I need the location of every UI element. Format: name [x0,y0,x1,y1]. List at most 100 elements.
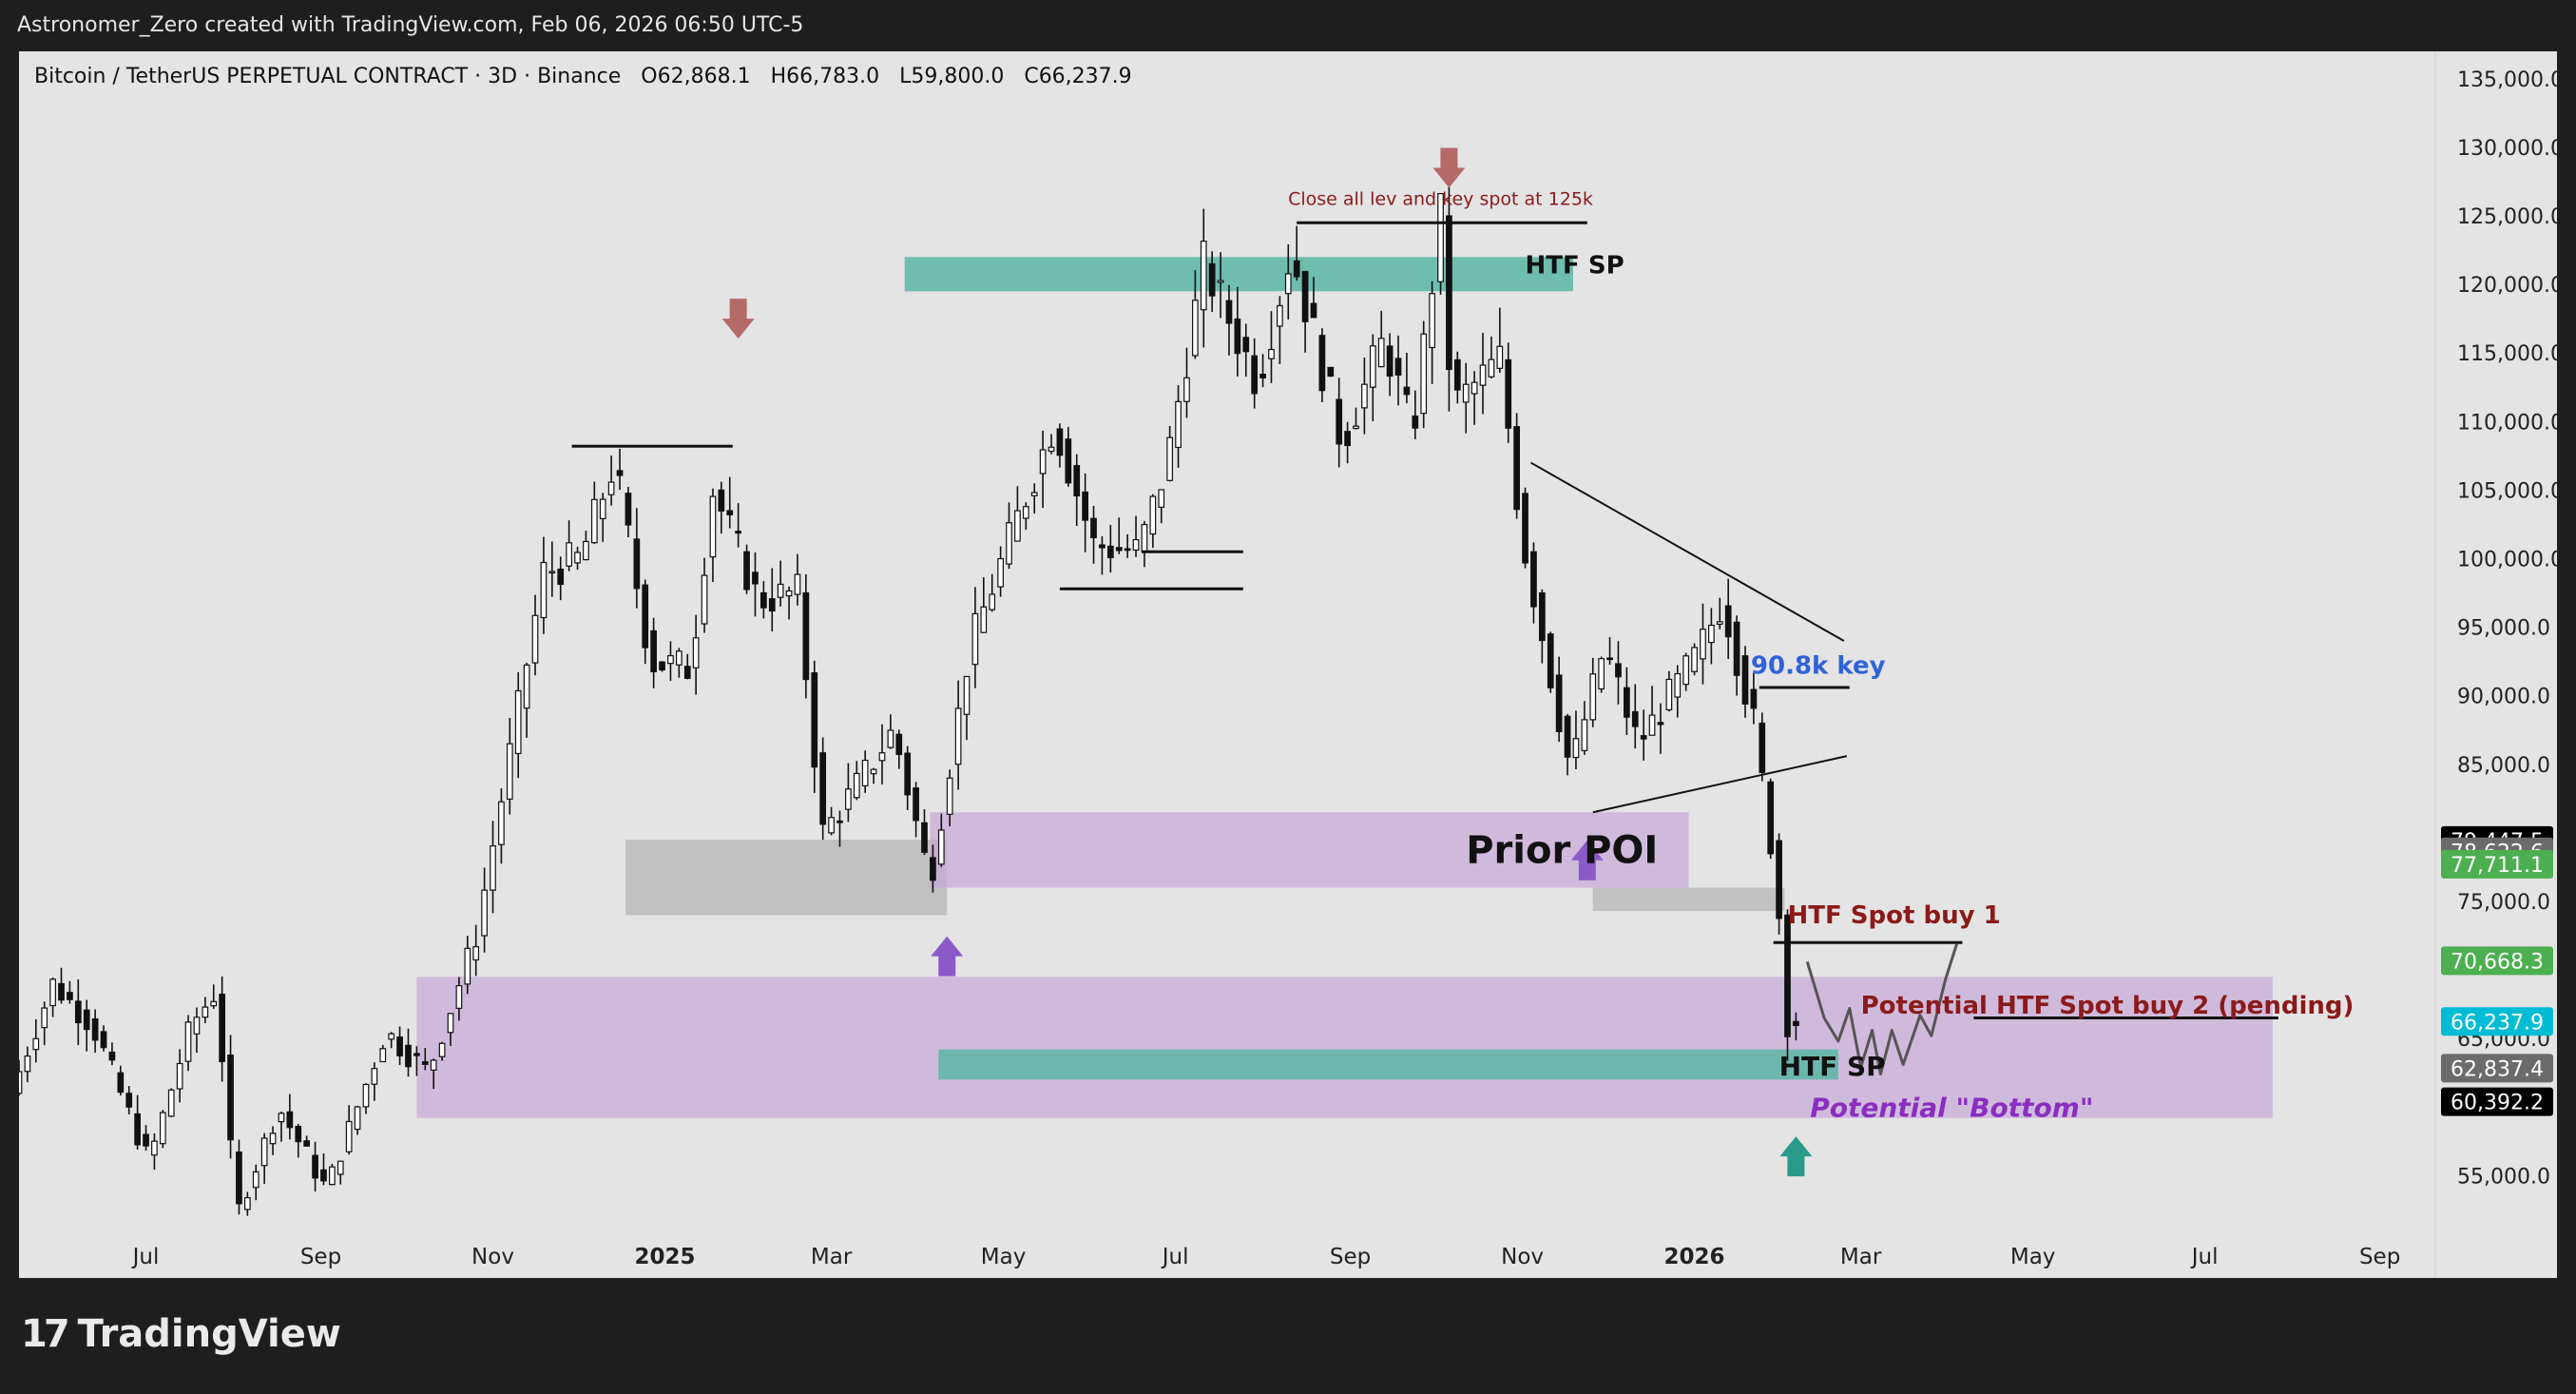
candle-body [1665,678,1673,711]
candle-body [108,1051,116,1061]
candle-body [167,1089,175,1117]
x-tick-label: 2025 [635,1245,696,1269]
candle-body [895,733,903,756]
candle-body [210,1000,218,1007]
candle-body [1377,338,1385,368]
candle-body [1090,517,1097,539]
candle-body [354,1106,361,1131]
candle-body [836,820,843,823]
candle-body [1700,629,1706,660]
trend-line [1592,755,1848,814]
y-tick-label: 75,000.0 [2457,891,2550,915]
candle-body [371,1068,378,1085]
x-tick-label: May [981,1245,1027,1269]
candle-body [971,612,979,666]
candle-body [1555,674,1563,732]
chart-annotation: HTF SP [1526,252,1624,281]
candle-body [989,593,996,610]
candle-body [1277,304,1283,327]
y-tick-label: 110,000.0 [2457,411,2557,435]
candle-body [1200,241,1207,311]
ohlc-high: H66,783.0 [770,65,880,88]
candle-body [583,540,589,561]
candle-body [1691,647,1698,672]
candle-body [134,1113,141,1146]
candle-body [1724,605,1732,638]
candle-body [752,571,759,585]
candle-body [1716,621,1723,625]
candle-body [236,1152,242,1205]
candle-body [1471,381,1478,395]
drawings-layer [571,221,2278,1076]
candle-body [1006,522,1012,565]
arrow-up-icon [931,936,964,977]
candle-body [1784,914,1791,1037]
tradingview-logo[interactable]: 17 TradingView [21,1312,341,1356]
candle-body [1598,658,1605,690]
chart-area[interactable]: Close all lev and key spot at 125k HTF SP… [19,51,2557,1278]
candle-body [24,1055,31,1073]
x-axis: Jul Sep Nov 2025 Mar May Jul Sep Nov 2026 Mar May Ju… [131,1245,2401,1269]
candle-body [1453,358,1461,391]
candle-body [937,829,945,865]
candle-body [159,1112,166,1145]
arrow-up-icon [1570,840,1604,881]
chart-attribution: Astronomer_Zero created with TradingView… [17,13,804,37]
candle-body [599,498,606,520]
candle-body [861,759,869,787]
candle-body [1750,688,1758,709]
candle-body [904,752,912,796]
arrow-up-icon [1779,1136,1813,1177]
y-tick-label: 100,000.0 [2457,548,2557,571]
candle-body [1115,547,1123,552]
candle-body [1682,655,1690,686]
candle-body [590,498,598,544]
candle-body [819,752,827,825]
candle-body [260,1137,268,1167]
candle-body [1606,657,1613,661]
candle-body [980,606,988,633]
candle-body [1192,300,1199,357]
candle-body [184,1021,192,1062]
zones-layer [416,257,2273,1118]
candle-body [329,1166,336,1186]
candle-body [405,1044,412,1068]
candle-body [1386,345,1394,378]
y-tick-label: 115,000.0 [2457,342,2557,366]
candle-body [845,788,852,810]
chart-annotation: HTF Spot buy 1 [1787,901,2000,930]
candle-body [1615,663,1622,678]
candle-body [100,1031,107,1049]
candle-body [1030,492,1038,497]
candle-body [642,584,649,649]
candle-body [1048,446,1055,453]
candle-body [117,1072,125,1094]
candle-body [1106,545,1114,559]
candle-body [735,531,742,534]
candle-body [853,772,860,799]
price-label-value: 70,668.3 [2451,950,2544,974]
candle-body [1631,710,1639,727]
candle-body [421,1061,429,1065]
price-label-value: 77,711.1 [2451,854,2544,878]
candle-body [1420,333,1428,415]
candle-body [396,1036,403,1056]
chart-annotation: 90.8k key [1751,652,1886,681]
price-chart[interactable]: Close all lev and key spot at 125k HTF SP… [19,51,2557,1278]
y-tick-label: 85,000.0 [2457,754,2550,778]
candle-body [219,994,226,1063]
candle-body [1149,495,1157,535]
price-label-value: 60,392.2 [2451,1092,2544,1115]
candle-body [963,675,971,715]
candle-body [438,1042,446,1057]
candle-body [1640,735,1647,740]
candle-body [1208,262,1216,297]
candle-body [1284,273,1292,295]
candle-body [19,1071,23,1094]
tradingview-mark-icon: 17 [21,1312,70,1356]
zone-box [904,257,1573,292]
candle-body [1708,624,1715,644]
trend-line [1529,461,1845,642]
candle-body [1099,544,1105,549]
candle-body [252,1171,260,1189]
